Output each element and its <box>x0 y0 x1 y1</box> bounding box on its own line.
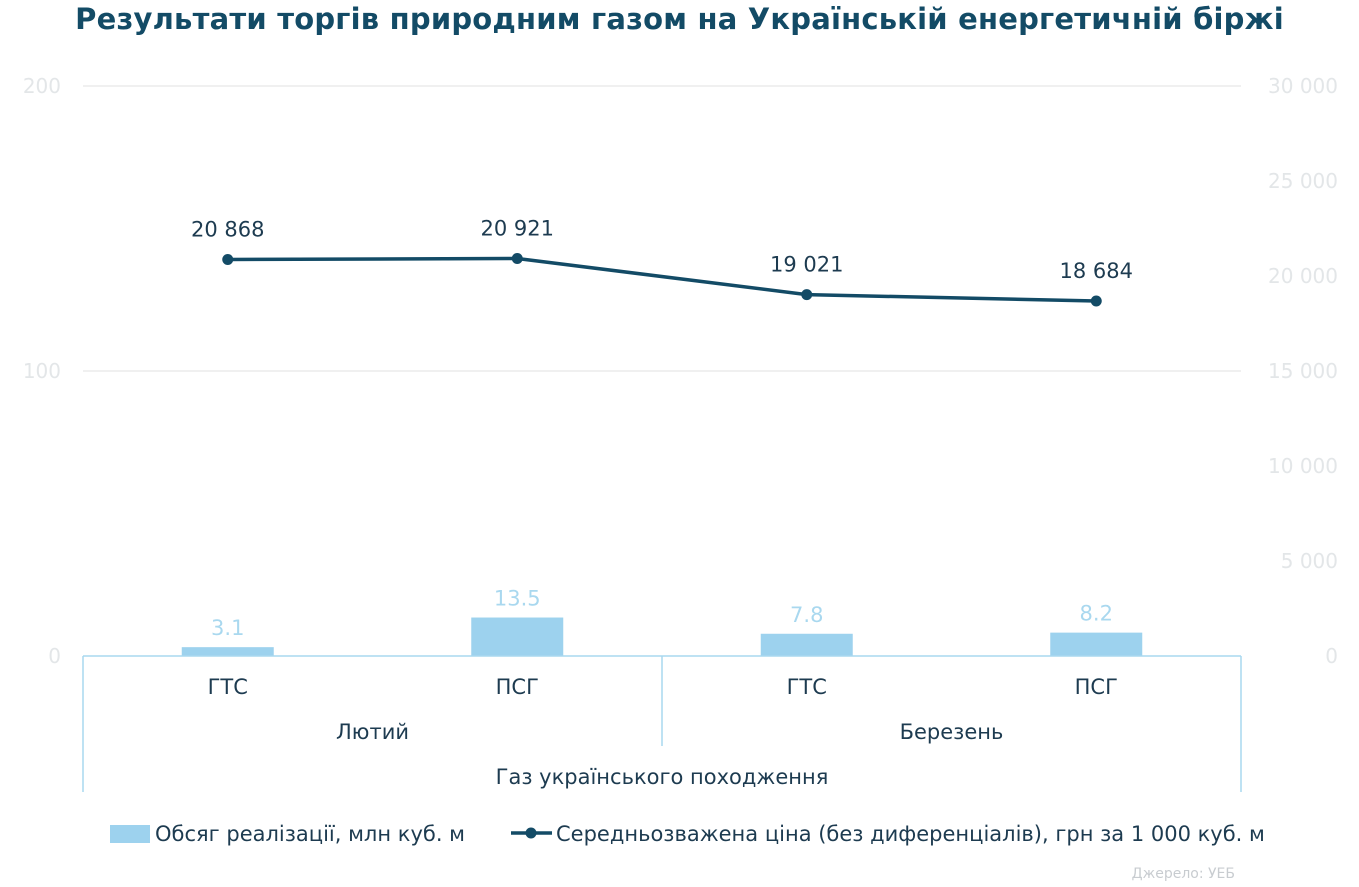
y-right-tick-label: 20 000 <box>1268 264 1338 288</box>
y-right-tick-label: 0 <box>1325 644 1338 668</box>
x-group-label: Березень <box>900 720 1004 744</box>
chart-title: Результати торгів природним газом на Укр… <box>75 2 1284 36</box>
bar-data-label: 3.1 <box>211 616 244 640</box>
x-group-label: Лютий <box>336 720 409 744</box>
bar-data-label: 13.5 <box>494 587 541 611</box>
price-line <box>227 256 1097 303</box>
y-left-tick-label: 100 <box>23 359 61 383</box>
x-tick-label: ПСГ <box>1075 675 1118 699</box>
x-outer-group-label: Газ українського походження <box>496 765 829 789</box>
price-data-label: 19 021 <box>770 253 843 277</box>
y-left-tick-label: 0 <box>48 644 61 668</box>
y-right-tick-label: 5 000 <box>1281 549 1338 573</box>
bar <box>760 633 853 656</box>
y-right-tick-label: 15 000 <box>1268 359 1338 383</box>
y-right-tick-label: 10 000 <box>1268 454 1338 478</box>
price-point <box>1090 295 1102 307</box>
source-note: Джерело: УЕБ <box>1132 866 1235 882</box>
y-right-tick-label: 30 000 <box>1268 74 1338 98</box>
price-point <box>222 254 234 266</box>
legend-bar-swatch <box>110 825 150 843</box>
legend-line-label: Середньозважена ціна (без диференціалів)… <box>556 822 1265 846</box>
legend-bar-label: Обсяг реалізації, млн куб. м <box>155 822 465 846</box>
bar <box>471 617 564 656</box>
legend-line-marker <box>525 827 537 839</box>
bar <box>181 647 274 656</box>
x-tick-label: ГТС <box>787 675 827 699</box>
y-right-tick-label: 25 000 <box>1268 169 1338 193</box>
price-data-label: 18 684 <box>1060 259 1133 283</box>
bar <box>1050 632 1143 656</box>
y-left-tick-label: 200 <box>23 74 61 98</box>
bar-data-label: 8.2 <box>1080 602 1113 626</box>
price-point <box>511 253 523 265</box>
bar-data-label: 7.8 <box>790 603 823 627</box>
x-tick-label: ГТС <box>208 675 248 699</box>
x-tick-label: ПСГ <box>496 675 539 699</box>
price-data-label: 20 868 <box>191 218 264 242</box>
price-data-label: 20 921 <box>481 217 554 241</box>
price-point <box>801 289 813 301</box>
